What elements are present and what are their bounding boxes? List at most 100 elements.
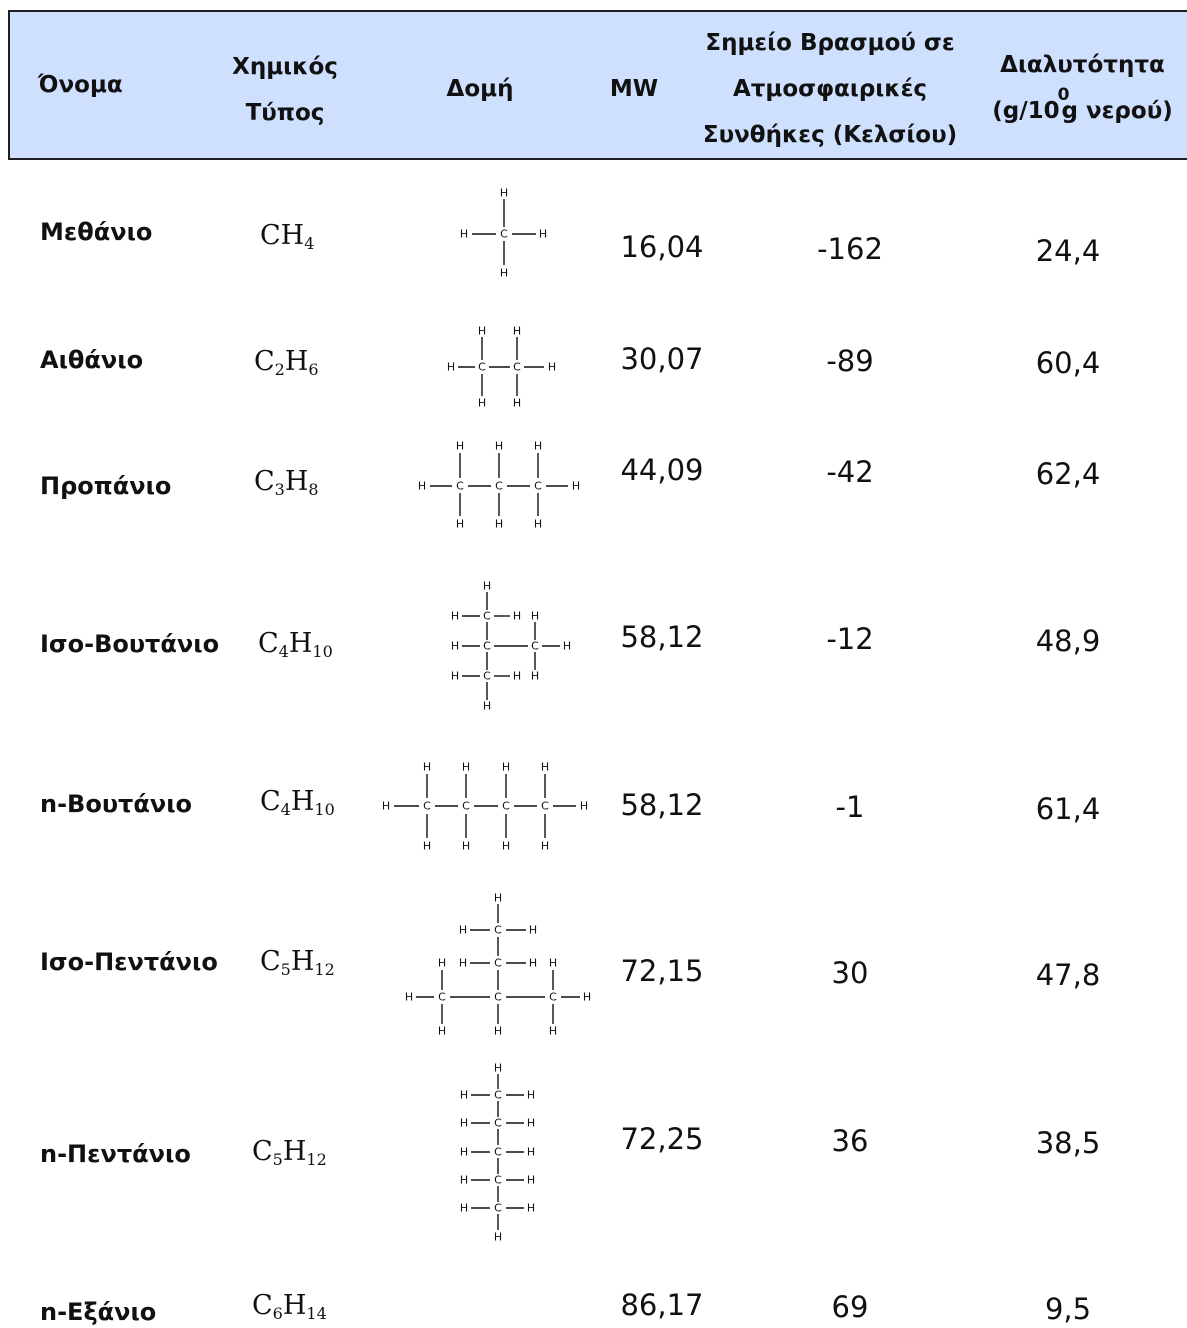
atom-h: H: [527, 1089, 535, 1102]
row-bp: -162: [817, 232, 883, 266]
atom-h: H: [456, 440, 464, 453]
atom-h: H: [549, 1025, 557, 1038]
row-solubility: 61,4: [1035, 792, 1101, 826]
formula-h-sub: 6: [308, 360, 319, 379]
row-mw: 72,15: [620, 954, 704, 988]
row-mw: 30,07: [620, 342, 704, 376]
atom-h: H: [423, 761, 431, 774]
atom-h: H: [572, 480, 580, 493]
atom-h: H: [534, 440, 542, 453]
row-mw: 86,17: [620, 1288, 704, 1322]
atom-h: H: [513, 610, 521, 623]
atom-c: C: [494, 1117, 502, 1130]
atom-h: H: [438, 1025, 446, 1038]
formula-c-sub: 2: [274, 360, 285, 379]
formula-h: H: [282, 1136, 307, 1167]
atom-c: C: [483, 640, 491, 653]
header-bp-line2: Ατμοσφαιρικές: [732, 76, 928, 102]
row-bp: -12: [826, 622, 874, 656]
atom-h: H: [513, 325, 521, 338]
atom-c: C: [495, 480, 503, 493]
atom-h: H: [460, 1202, 468, 1215]
header-sol-line1: Διαλυτότητα: [1000, 52, 1165, 78]
atom-h: H: [548, 361, 556, 374]
formula-c: C: [254, 466, 275, 497]
atom-c: C: [500, 228, 508, 241]
row-mw: 72,25: [620, 1122, 704, 1156]
row-name: Ισο-Βουτάνιο: [40, 630, 220, 658]
structure-ethane: H H H C C H H H: [447, 325, 556, 410]
row-formula: CH4: [260, 220, 314, 253]
header-sol-superscript: 0: [1057, 85, 1070, 105]
formula-h: H: [288, 628, 313, 659]
atom-h: H: [456, 518, 464, 531]
atom-h: H: [459, 957, 467, 970]
formula-c-sub: 5: [272, 1150, 283, 1169]
atom-h: H: [531, 610, 539, 623]
atom-h: H: [438, 957, 446, 970]
atom-h: H: [478, 397, 486, 410]
atom-h: H: [418, 480, 426, 493]
header-sol-unit-b: g νερού): [1061, 98, 1173, 124]
atom-c: C: [534, 480, 542, 493]
atom-h: H: [563, 640, 571, 653]
header-boiling-point: Σημείο Βρασμού σε Ατμοσφαιρικές Συνθήκες…: [690, 20, 970, 158]
atom-h: H: [494, 1025, 502, 1038]
formula-h: H: [290, 946, 315, 977]
atom-h: H: [527, 1117, 535, 1130]
row-mw: 44,09: [620, 453, 704, 487]
atom-h: H: [583, 991, 591, 1004]
structure-propane: H H H H C C C H H H H: [418, 440, 580, 531]
atom-c: C: [494, 1089, 502, 1102]
atom-c: C: [494, 924, 502, 937]
formula-c: C: [260, 786, 281, 817]
structure-n-butane: H H H H H C C C C H H H H H: [382, 761, 588, 853]
atom-h: H: [502, 761, 510, 774]
formula-c: C: [252, 1136, 273, 1167]
header-solubility: Διαλυτότητα (g/100g νερού): [978, 42, 1187, 136]
atom-c: C: [438, 991, 446, 1004]
formula-h-sub: 14: [306, 1304, 327, 1323]
header-sol-unit-a: (g/10: [992, 98, 1060, 124]
atom-h: H: [527, 1174, 535, 1187]
atom-c: C: [483, 610, 491, 623]
row-solubility: 24,4: [1035, 234, 1101, 268]
atom-h: H: [483, 700, 491, 713]
atom-c: C: [478, 361, 486, 374]
atom-h: H: [580, 800, 588, 813]
row-name: Ισο-Πεντάνιο: [40, 948, 218, 976]
formula-c: C: [258, 628, 279, 659]
row-name: n-Βουτάνιο: [40, 790, 193, 818]
row-name: Προπάνιο: [40, 472, 172, 500]
row-solubility: 9,5: [1044, 1292, 1092, 1326]
atom-h: H: [513, 397, 521, 410]
row-name: Μεθάνιο: [40, 218, 153, 246]
atom-c: C: [494, 1146, 502, 1159]
atom-h: H: [502, 840, 510, 853]
atom-h: H: [460, 228, 468, 241]
row-solubility: 47,8: [1035, 958, 1101, 992]
atom-h: H: [513, 670, 521, 683]
formula-h-sub: 8: [308, 480, 319, 499]
atom-h: H: [460, 1146, 468, 1159]
atom-h: H: [423, 840, 431, 853]
header-sol-line2: (g/100g νερού): [978, 85, 1187, 136]
atom-h: H: [500, 267, 508, 280]
header-name: Όνομα: [38, 72, 123, 98]
atom-h: H: [495, 518, 503, 531]
row-formula: C3H8: [254, 466, 319, 499]
atom-h: H: [459, 924, 467, 937]
row-mw: 16,04: [620, 230, 704, 264]
atom-h: H: [534, 518, 542, 531]
structure-n-pentane: H H C H H C H H C H H C H H C H H: [460, 1062, 535, 1244]
atom-c: C: [531, 640, 539, 653]
atom-h: H: [527, 1202, 535, 1215]
atom-h: H: [447, 361, 455, 374]
row-bp: -1: [835, 790, 865, 824]
row-formula: C4H10: [260, 786, 335, 819]
formula-h: H: [290, 786, 315, 817]
atom-c: C: [502, 800, 510, 813]
atom-h: H: [382, 800, 390, 813]
atom-h: H: [529, 957, 537, 970]
formula-c-sub: 4: [280, 800, 291, 819]
